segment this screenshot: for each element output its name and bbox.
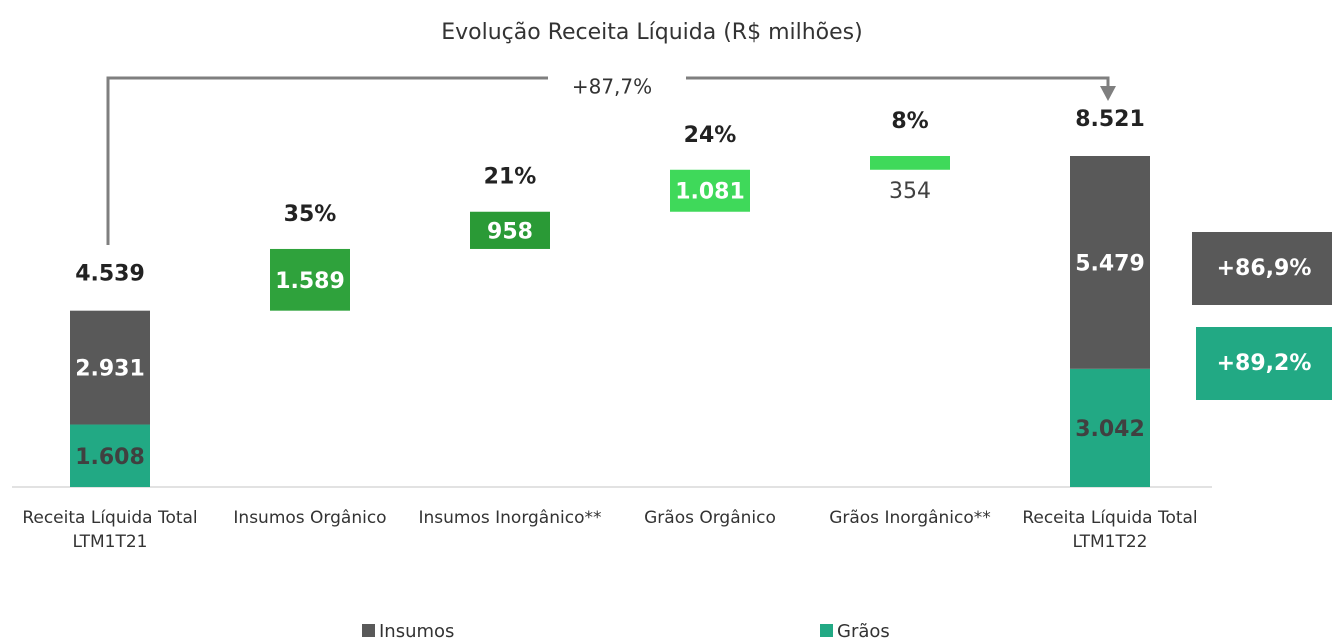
x-tick-label: Grãos Orgânico xyxy=(644,508,776,528)
share-label: 24% xyxy=(684,123,737,148)
arrow-head xyxy=(1100,86,1116,101)
legend-swatch xyxy=(362,624,375,637)
growth-badge xyxy=(1196,327,1332,400)
legend-swatch xyxy=(820,624,833,637)
share-label: 35% xyxy=(284,202,337,227)
x-tick-label: Receita Líquida Total LTM1T22 xyxy=(1022,508,1198,552)
growth-label: +86,9% xyxy=(1217,256,1312,281)
x-tick-label: Grãos Inorgânico** xyxy=(829,508,991,528)
total-label: 8.521 xyxy=(1075,107,1145,132)
growth-label: +89,2% xyxy=(1217,351,1312,376)
bar-segment xyxy=(1070,156,1150,369)
value-label: 958 xyxy=(487,219,533,244)
share-label: 21% xyxy=(484,165,537,190)
x-tick-label: Receita Líquida Total LTM1T21 xyxy=(22,508,198,552)
growth-badge xyxy=(1192,232,1332,305)
step-bar xyxy=(470,211,550,249)
share-label: 8% xyxy=(891,109,928,134)
bracket xyxy=(106,76,548,245)
value-label: 2.931 xyxy=(75,357,145,382)
value-label: 1.608 xyxy=(75,445,145,470)
bar-segment xyxy=(70,424,150,487)
bracket xyxy=(686,76,1110,88)
bar-segment xyxy=(1070,368,1150,487)
x-tick-label: Insumos Inorgânico** xyxy=(418,508,602,528)
value-label: 1.589 xyxy=(275,269,345,294)
total-growth: +87,7% xyxy=(572,75,652,99)
x-tick-label: Insumos Orgânico xyxy=(233,508,387,528)
chart-title: Evolução Receita Líquida (R$ milhões) xyxy=(441,20,862,45)
total-label: 4.539 xyxy=(75,262,145,287)
legend-label: Insumos xyxy=(379,621,454,639)
value-label: 5.479 xyxy=(1075,251,1145,276)
value-label: 354 xyxy=(889,179,931,204)
value-label: 3.042 xyxy=(1075,417,1145,442)
bar-segment xyxy=(70,310,150,425)
step-bar xyxy=(270,248,350,311)
step-bar xyxy=(670,169,750,212)
legend-label: Grãos xyxy=(837,621,890,639)
step-bar xyxy=(870,156,950,170)
value-label: 1.081 xyxy=(675,180,745,205)
